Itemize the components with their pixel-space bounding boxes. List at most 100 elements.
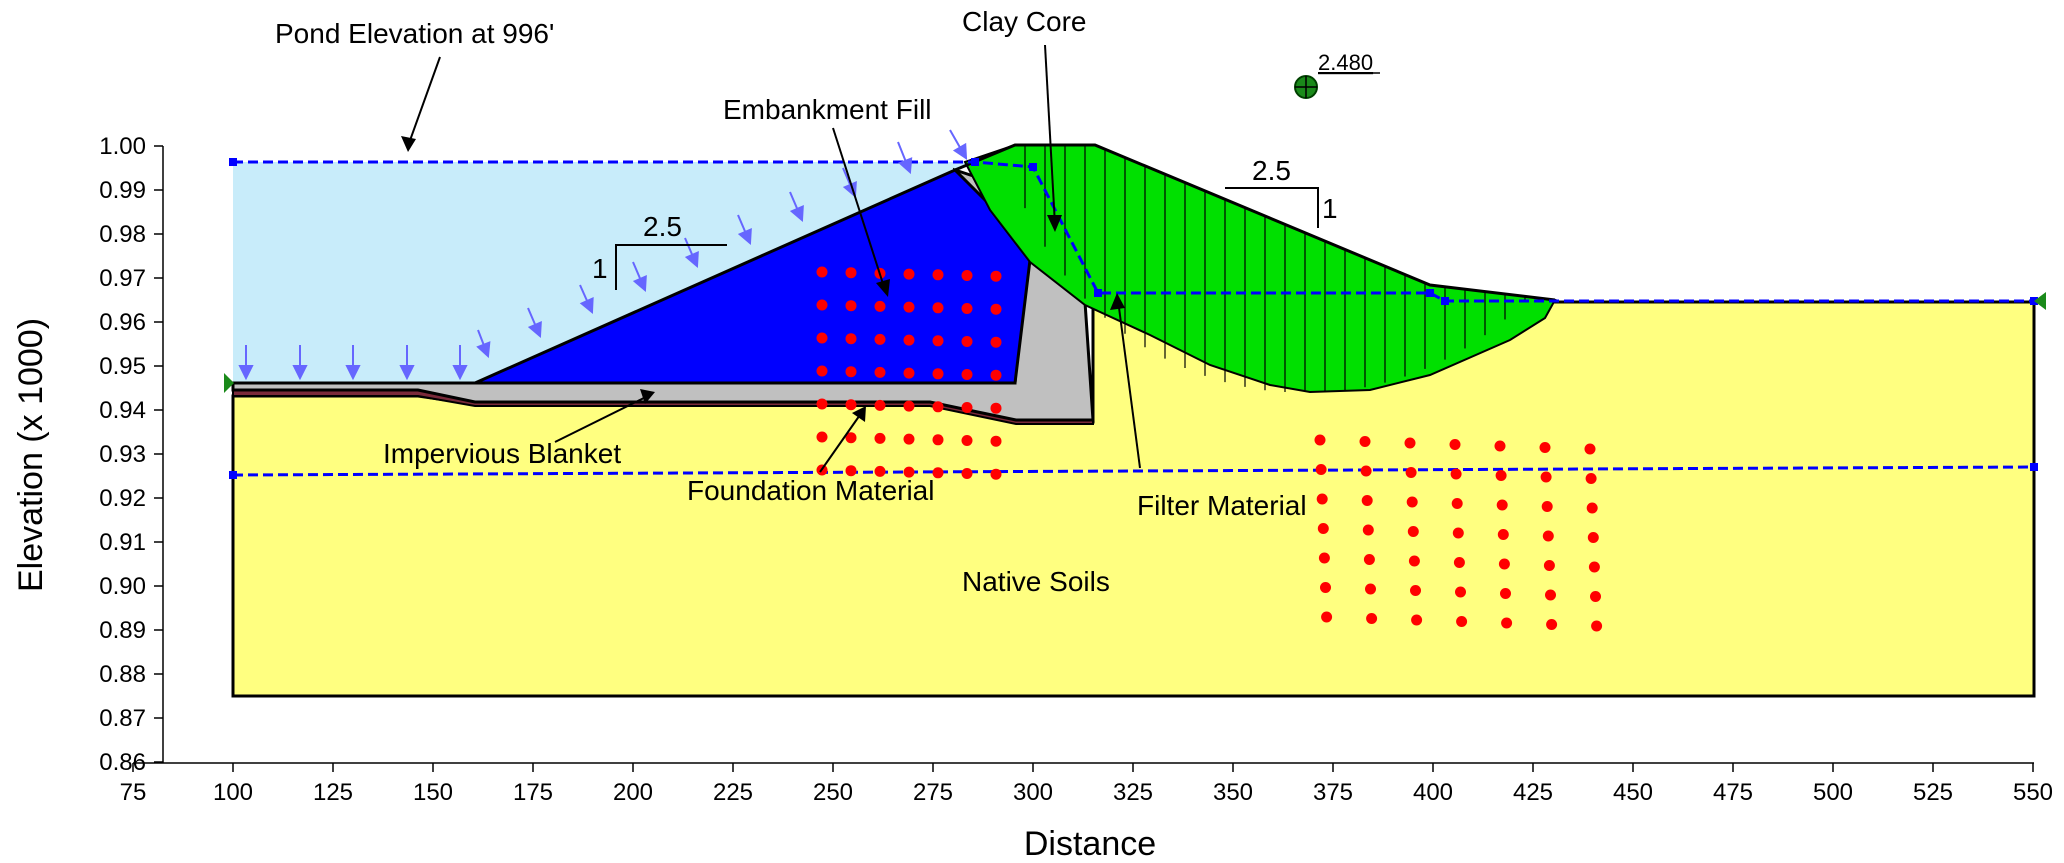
- grid-point: [903, 433, 915, 445]
- grid-point: [1361, 495, 1373, 506]
- grid-point: [961, 369, 973, 380]
- pressure-arrow: [789, 191, 804, 223]
- grid-point: [1494, 440, 1506, 452]
- grid-point: [1452, 527, 1464, 539]
- y-tick-label: 0.99: [99, 177, 146, 204]
- grid-point: [845, 267, 857, 279]
- water-pressure-arrows: [238, 129, 968, 381]
- grid-point: [816, 365, 828, 377]
- y-tick-label: 0.98: [99, 221, 146, 248]
- grid-point: [1500, 588, 1511, 599]
- grid-point: [903, 466, 915, 478]
- grid-point: [1363, 554, 1375, 565]
- grid-point: [874, 432, 886, 444]
- grid-point: [1449, 439, 1461, 450]
- y-tick-label: 0.97: [99, 265, 146, 292]
- x-tick-label: 400: [1413, 779, 1453, 806]
- phreatic-node: [2030, 463, 2038, 471]
- grid-point: [816, 431, 828, 443]
- grid-point: [961, 336, 973, 347]
- grid-point: [1407, 526, 1419, 537]
- pressure-arrow: [345, 345, 361, 381]
- grid-point: [1497, 529, 1509, 540]
- pressure-arrow: [897, 141, 913, 175]
- grid-point: [845, 366, 857, 378]
- pressure-arrow: [579, 284, 594, 315]
- grid-point: [1406, 496, 1418, 508]
- grid-point: [1318, 552, 1330, 564]
- x-tick-label: 200: [613, 779, 653, 806]
- grid-point: [1498, 558, 1510, 570]
- right-boundary-marker: [2034, 292, 2046, 310]
- x-tick-label: 375: [1313, 779, 1353, 806]
- label-pond-elevation: Pond Elevation at 996': [275, 18, 554, 49]
- x-tick-label: 550: [2013, 779, 2053, 806]
- grid-point: [903, 268, 915, 280]
- grid-point: [961, 435, 973, 446]
- grid-point: [990, 402, 1002, 414]
- x-tick-label: 350: [1213, 779, 1253, 806]
- grid-point: [903, 301, 915, 313]
- pressure-arrow: [527, 307, 542, 339]
- grid-point: [816, 299, 828, 311]
- x-tick-label: 525: [1913, 779, 1953, 806]
- grid-point: [845, 333, 857, 345]
- grid-point: [1453, 557, 1465, 568]
- grid-point: [1316, 493, 1328, 505]
- label-native-soils: Native Soils: [962, 566, 1110, 597]
- x-tick-label: 225: [713, 779, 753, 806]
- factor-of-safety: 2.480: [1318, 50, 1373, 75]
- grid-point: [932, 335, 944, 347]
- x-tick-label: 425: [1513, 779, 1553, 806]
- grid-point: [1591, 620, 1603, 632]
- grid-point: [1584, 443, 1596, 455]
- y-tick-label: 0.90: [99, 573, 146, 600]
- grid-point: [1545, 589, 1556, 601]
- phreatic-node: [1029, 163, 1037, 171]
- x-tick-label: 175: [513, 779, 553, 806]
- grid-point: [1546, 619, 1558, 630]
- grid-point: [990, 435, 1002, 447]
- y-tick-label: 0.95: [99, 353, 146, 380]
- grid-point: [1404, 437, 1416, 449]
- grid-point: [1317, 523, 1329, 534]
- x-tick-label: 125: [313, 779, 353, 806]
- svg-text:2.5: 2.5: [1252, 155, 1291, 186]
- svg-text:1: 1: [592, 253, 608, 284]
- grid-point: [1314, 434, 1326, 446]
- grid-point: [816, 398, 828, 410]
- y-tick-label: 0.96: [99, 309, 146, 336]
- x-axis: 75 100 125 150 175 200 225 250 275 300 325 350 375 40…: [120, 762, 2053, 806]
- phreatic-node: [229, 471, 237, 479]
- grid-point: [990, 468, 1002, 480]
- phreatic-node: [1094, 289, 1102, 297]
- label-foundation-material: Foundation Material: [687, 475, 934, 506]
- grid-point: [1495, 470, 1507, 481]
- dam-crest: [954, 143, 1556, 302]
- grid-point: [1540, 471, 1552, 483]
- grid-point: [903, 400, 915, 412]
- grid-point: [874, 366, 886, 378]
- grid-point: [932, 401, 944, 413]
- y-tick-label: 1.00: [99, 133, 146, 160]
- pressure-arrow: [684, 237, 699, 269]
- slip-grid-points: [816, 266, 1603, 632]
- pressure-arrow: [452, 345, 468, 381]
- x-tick-label: 450: [1613, 779, 1653, 806]
- grid-point: [1501, 617, 1513, 629]
- grid-point: [1362, 524, 1374, 536]
- x-tick-label: 275: [913, 779, 953, 806]
- grid-point: [1586, 502, 1598, 514]
- label-filter-material: Filter Material: [1137, 490, 1307, 521]
- grid-point: [1359, 436, 1371, 447]
- x-tick-label: 325: [1113, 779, 1153, 806]
- grid-point: [1588, 561, 1600, 573]
- grid-point: [1539, 442, 1551, 453]
- grid-point: [1451, 498, 1463, 509]
- svg-text:1: 1: [1322, 193, 1338, 224]
- grid-point: [903, 367, 915, 379]
- grid-point: [1456, 616, 1468, 627]
- label-impervious-blanket: Impervious Blanket: [383, 438, 621, 469]
- grid-point: [932, 269, 944, 281]
